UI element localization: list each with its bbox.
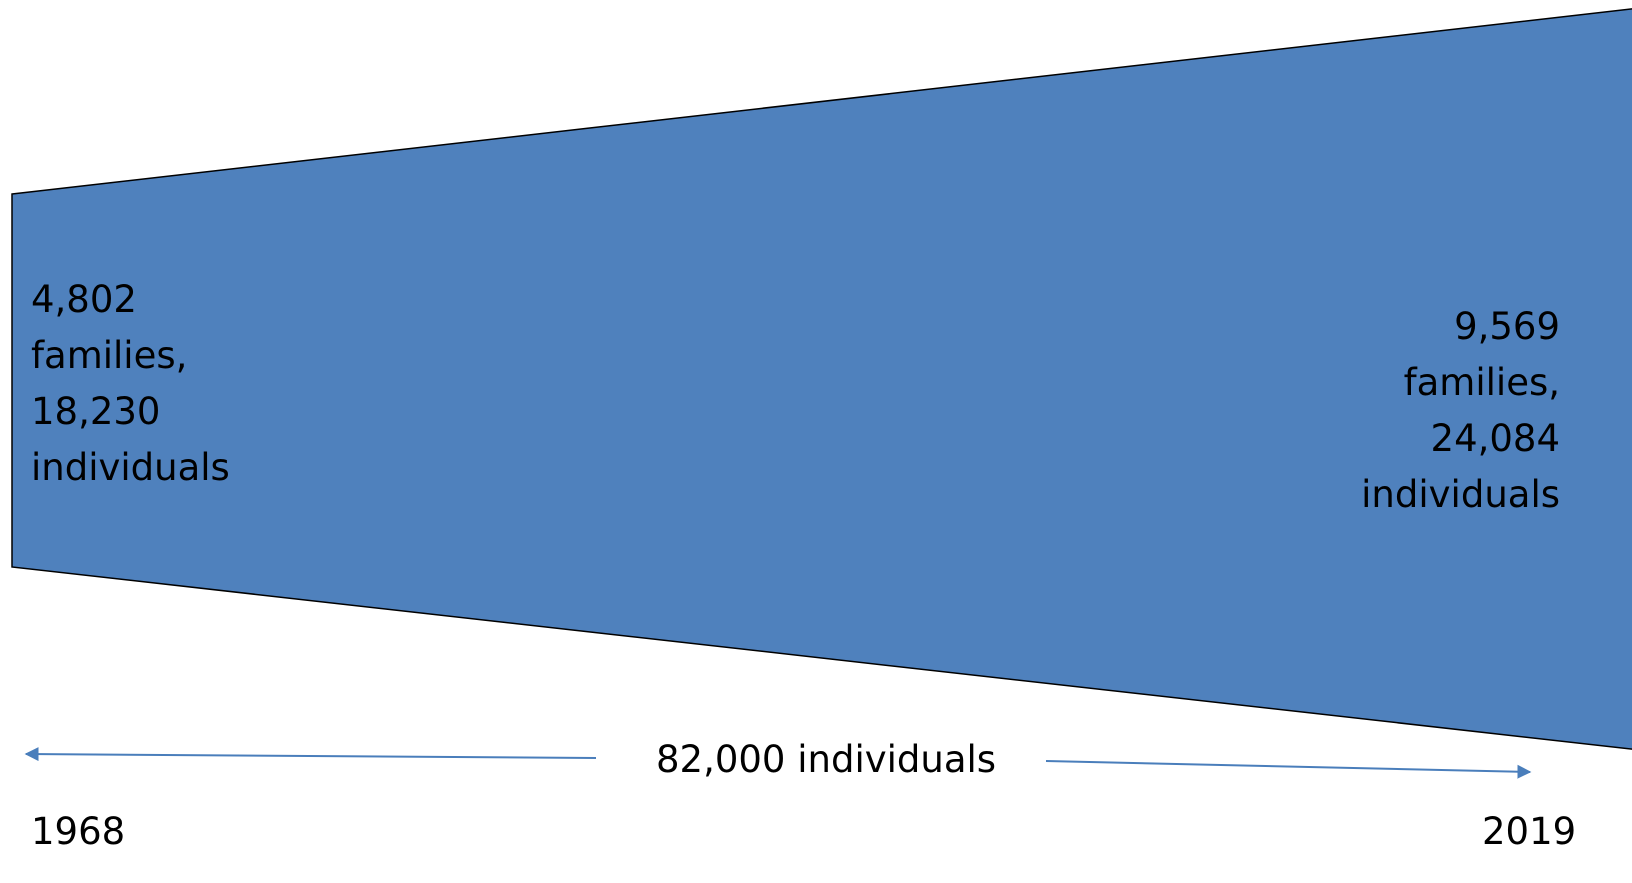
start-families-word: families,	[31, 334, 188, 377]
left-arrow	[24, 747, 597, 762]
start-individuals-count: 18,230	[31, 390, 161, 433]
start-year-label: 1968	[31, 810, 126, 853]
end-population-label: 9,569 families, 24,084 individuals	[1361, 299, 1560, 523]
right-arrow	[1045, 760, 1532, 779]
end-individuals-count: 24,084	[1430, 417, 1560, 460]
start-families-count: 4,802	[31, 278, 137, 321]
end-year-label: 2019	[1482, 810, 1577, 853]
start-population-label: 4,802 families, 18,230 individuals	[31, 272, 230, 496]
end-families-count: 9,569	[1454, 305, 1560, 348]
span-total-label: 82,000 individuals	[656, 738, 997, 781]
growth-wedge-shape	[11, 8, 1632, 750]
start-individuals-word: individuals	[31, 446, 230, 489]
end-individuals-word: individuals	[1361, 473, 1560, 516]
end-families-word: families,	[1403, 361, 1560, 404]
